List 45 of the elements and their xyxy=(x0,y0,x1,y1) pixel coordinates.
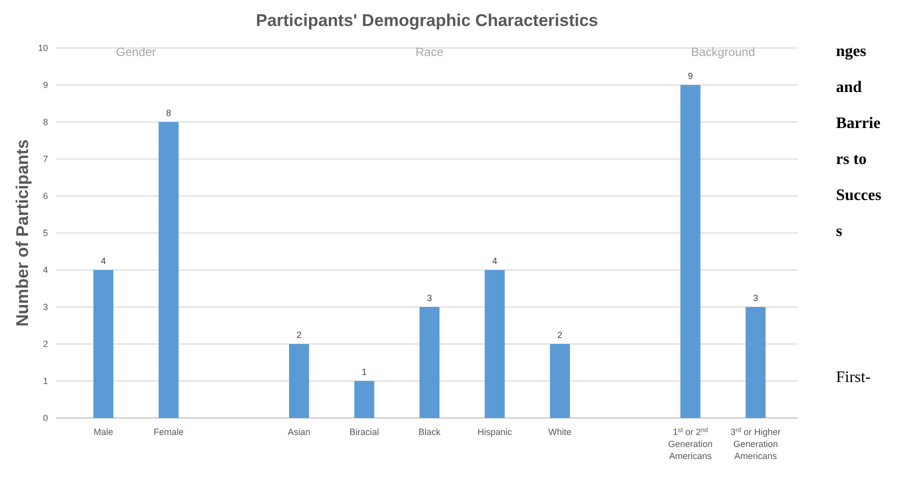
x-tick-label: 1$^{st}$ or 2$^{nd}$ Generation Americans xyxy=(668,426,713,461)
y-tick-label: 2 xyxy=(42,339,48,350)
x-tick-label: 3$^{rd}$ or Higher Generation Americans xyxy=(730,426,781,461)
data-label: 3 xyxy=(426,293,432,303)
x-tick-label: Male xyxy=(94,427,114,437)
data-label: 4 xyxy=(100,256,106,266)
y-tick-label: 4 xyxy=(42,265,48,276)
bar xyxy=(746,307,766,418)
y-tick-label: 3 xyxy=(42,302,48,312)
data-label: 9 xyxy=(688,71,693,81)
data-label: 2 xyxy=(557,330,562,340)
text: nges and Barriers to Success xyxy=(836,43,882,240)
data-label: 2 xyxy=(296,330,302,340)
bar xyxy=(420,307,440,418)
y-tick-label: 6 xyxy=(42,191,48,202)
bar xyxy=(354,381,374,418)
data-label: 3 xyxy=(753,293,758,303)
data-label: 8 xyxy=(166,108,172,118)
x-tick-label: Black xyxy=(418,427,441,437)
y-tick-label: 0 xyxy=(42,413,48,424)
y-tick-label: 5 xyxy=(42,228,48,238)
x-tick-label: Hispanic xyxy=(477,427,512,437)
x-tick-label: White xyxy=(548,427,572,437)
y-tick-label: 10 xyxy=(38,43,48,54)
x-tick-label: Female xyxy=(154,427,184,437)
data-label: 1 xyxy=(362,367,367,377)
bar xyxy=(289,344,310,418)
annotation: Background xyxy=(690,45,756,59)
bar xyxy=(550,344,570,418)
y-tick-label: 7 xyxy=(42,154,48,164)
y-tick-label: 8 xyxy=(42,117,48,128)
y-axis-title: Number of Participants xyxy=(13,139,32,327)
annotation: Gender xyxy=(116,45,156,59)
y-tick-label: 1 xyxy=(42,376,48,386)
x-tick-label: Asian xyxy=(288,427,310,437)
y-tick-label: 9 xyxy=(42,80,48,90)
x-tick-label: Biracial xyxy=(350,427,380,437)
bar xyxy=(484,270,505,418)
bar xyxy=(680,85,700,418)
data-label: 4 xyxy=(492,256,498,266)
text: First- xyxy=(836,369,871,386)
bar xyxy=(158,122,179,418)
chart-title: Participants' Demographic Characteristics xyxy=(256,11,598,30)
annotation: Race xyxy=(415,45,444,59)
bar xyxy=(93,270,114,418)
